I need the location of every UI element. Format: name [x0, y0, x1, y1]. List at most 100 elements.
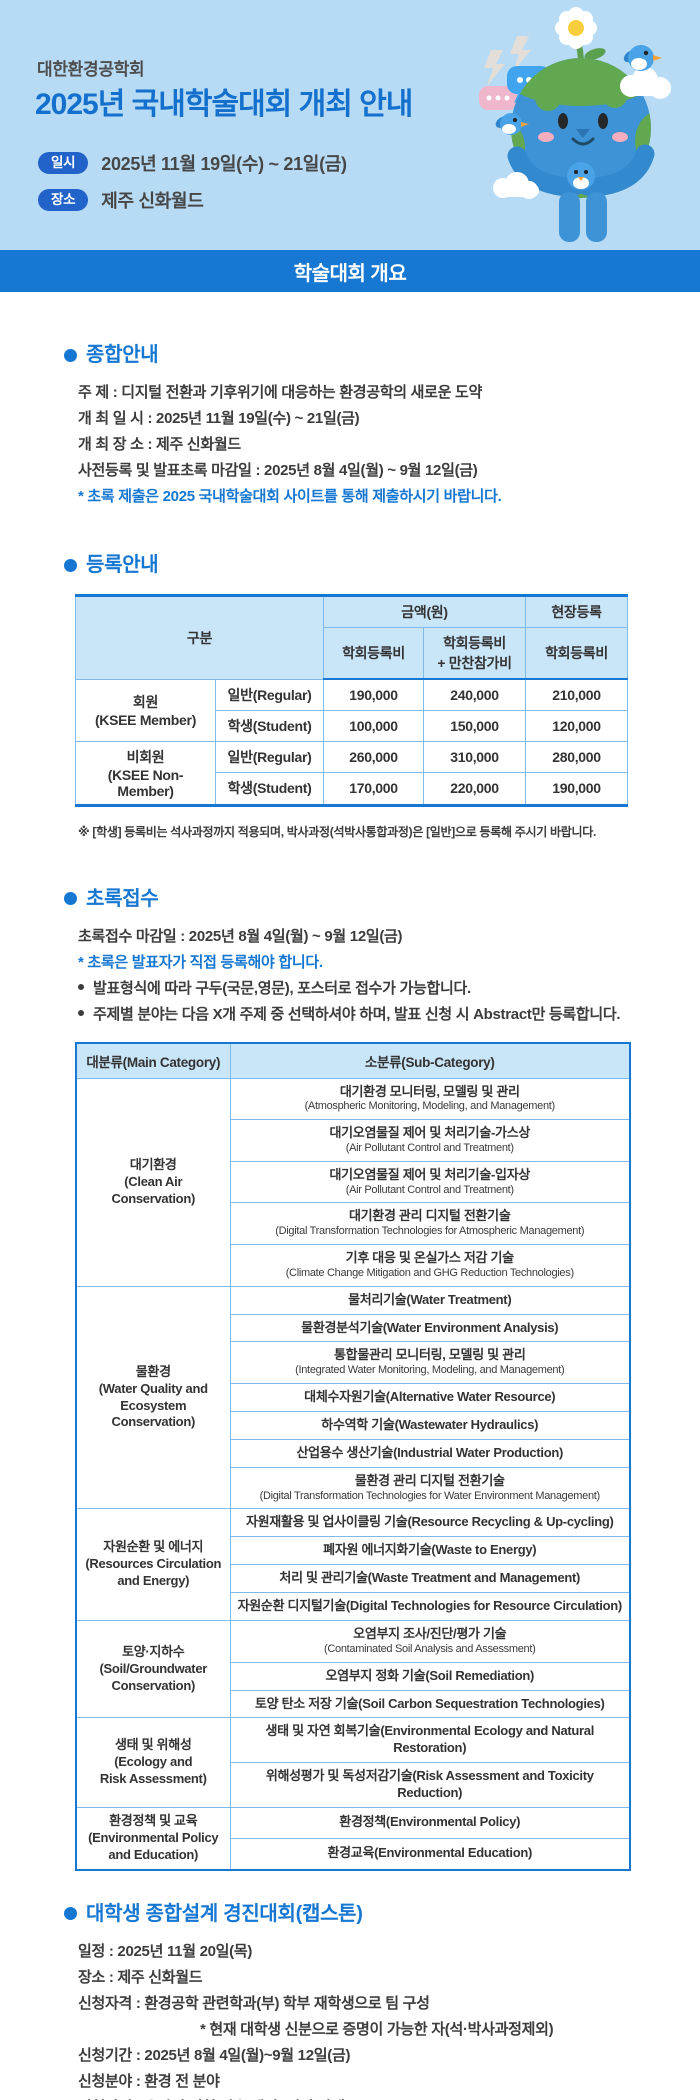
fee-dinner-cell: 240,000 — [423, 678, 527, 711]
sub-category-ko: 오염부지 조사/진단/평가 기술 — [353, 1626, 507, 1641]
main-category-cell: 물환경 (Water Quality and Ecosystem Conserv… — [75, 1285, 231, 1510]
table-row: 위해성평가 및 독성저감기술(Risk Assessment and Toxic… — [76, 1762, 631, 1808]
baby-bird-icon — [567, 162, 595, 190]
main-category-cell: 대기환경 (Clean Air Conservation) — [75, 1077, 231, 1287]
table-subheader-row: 학회등록비 학회등록비 + 만찬참가비 학회등록비 — [76, 627, 629, 680]
abstract-lines: 초록접수 마감일 : 2025년 8월 4일(월) ~ 9월 12일(금) * … — [78, 924, 700, 1028]
sub-category-ko: 물환경 관리 디지털 전환기술 — [354, 1472, 505, 1488]
overview-lines: 주 제 : 디지털 전환과 기후위기에 대응하는 환경공학의 새로운 도약 개 … — [78, 380, 700, 510]
table-row: 환경정책 및 교육 (Environmental Policy and Educ… — [75, 1806, 631, 1871]
capstone-heading-label: 대학생 종합설계 경진대회(캡스톤) — [86, 1902, 363, 1925]
sub-category-ko: 자원순환 디지털기술(Digital Technologies for Reso… — [237, 1598, 623, 1614]
section-abstract: 초록접수 초록접수 마감일 : 2025년 8월 4일(월) ~ 9월 12일(… — [0, 886, 700, 1871]
section-bullet-icon — [64, 348, 77, 362]
fee-dinner-cell: 150,000 — [423, 709, 527, 742]
registration-heading-label: 등록안내 — [86, 554, 159, 576]
category-header-row: 대분류(Main Category) 소분류(Sub-Category) — [75, 1042, 631, 1079]
sub-category-ko: 물처리기술(Water Treatment) — [348, 1291, 512, 1307]
member-cell: 회원 (KSEE Member) — [75, 678, 216, 742]
section-bullet-icon — [64, 892, 77, 905]
col-header-group: 구분 — [74, 595, 325, 680]
sub-category-ko: 자원재활용 및 업사이클링 기술(Resource Recycling & Up… — [245, 1514, 614, 1530]
sub-category-ko: 환경교육(Environmental Education) — [327, 1845, 533, 1861]
date-value: 2025년 11월 19일(수) ~ 21일(금) — [101, 154, 347, 174]
bird-icon-top — [623, 45, 662, 71]
main-category-cell: 토양·지하수 (Soil/Groundwater Conservation) — [75, 1619, 231, 1719]
table-row: 학생(Student) 100,000 150,000 120,000 — [76, 709, 629, 742]
venue-value: 제주 신화월드 — [101, 191, 204, 211]
col-subheader-fee: 학회등록비 — [323, 627, 425, 680]
capstone-eligibility-line: 신청자격 : 환경공학 관련학과(부) 학부 재학생으로 팀 구성 — [78, 1994, 430, 2012]
abstract-bullet-2-text: 주제별 분야는 다음 X개 주제 중 선택하셔야 하며, 발표 신청 시 Abs… — [93, 1005, 621, 1023]
overview-heading: 종합안내 — [64, 342, 700, 368]
flower-icon — [555, 7, 606, 67]
sub-category-ko: 대기오염물질 제어 및 처리기술-입자상 — [329, 1166, 531, 1182]
type-cell: 학생(Student) — [214, 709, 325, 742]
onsite-cell: 120,000 — [525, 709, 629, 742]
onsite-cell: 190,000 — [525, 771, 629, 806]
mascot-legs — [559, 192, 607, 242]
sub-category-ko: 대기환경 모니터링, 모델링 및 관리 — [339, 1083, 520, 1099]
sub-category-ko: 통합물관리 모니터링, 모델링 및 관리 — [334, 1347, 526, 1363]
sub-category-ko: 폐자원 에너지화기술(Waste to Energy) — [323, 1542, 537, 1558]
category-table: 대분류(Main Category) 소분류(Sub-Category) 대기환… — [75, 1041, 631, 1871]
overview-topic-line: 주 제 : 디지털 전환과 기후위기에 대응하는 환경공학의 새로운 도약 — [78, 384, 483, 401]
abstract-heading: 초록접수 — [64, 886, 700, 912]
lightning-icon — [484, 36, 531, 86]
registration-footnote: ※ [학생] 등록비는 석사과정까지 적용되며, 박사과정(석박사통합과정)은 … — [78, 824, 597, 839]
sub-category-ko: 대기환경 관리 디지털 전환기술 — [348, 1208, 511, 1224]
table-row: 학생(Student) 170,000 220,000 190,000 — [76, 771, 629, 806]
page-title: 2025년 국내학술대회 개최 안내 — [35, 88, 413, 121]
capstone-schedule-line: 일정 : 2025년 11월 20일(목) — [78, 1942, 253, 1960]
table-row: 산업용수 생산기술(Industrial Water Production) — [76, 1438, 631, 1468]
abstract-heading-label: 초록접수 — [86, 887, 159, 910]
date-row: 일시 2025년 11월 19일(수) ~ 21일(금) — [38, 150, 347, 176]
capstone-method-line: 신청방법 : 온라인 신청 접수 예정 * 추후안내 — [78, 2095, 700, 2100]
section-banner: 학술대회 개요 — [0, 250, 700, 292]
capstone-field-line: 신청분야 : 환경 전 분야 — [78, 2072, 220, 2090]
sub-category-header: 소분류(Sub-Category) — [229, 1042, 631, 1079]
table-row: 기후 대응 및 온실가스 저감 기술 (Climate Change Mitiga… — [76, 1244, 631, 1287]
onsite-cell: 280,000 — [525, 740, 629, 773]
table-row: 대체수자원기술(Alternative Water Resource) — [76, 1383, 631, 1413]
registration-fee-table: 구분 금액(원) 현장등록 학회등록비 학회등록비 + 만찬참가비 학회등록비 … — [74, 594, 629, 807]
table-row: 환경교육(Environmental Education) — [76, 1837, 631, 1871]
sub-category-en: (Atmospheric Monitoring, Modeling, and M… — [304, 1100, 556, 1113]
sub-category-en: (Air Pollutant Control and Treatment) — [345, 1142, 514, 1155]
bullet-icon — [78, 1009, 84, 1016]
event-info-badges: 일시 2025년 11월 19일(수) ~ 21일(금) 장소 제주 신화월드 — [38, 150, 347, 224]
table-row: 회원 (KSEE Member) 일반(Regular) 190,000 240… — [75, 678, 629, 742]
sub-category-en: (Integrated Water Monitoring, Modeling, … — [295, 1364, 565, 1377]
venue-row: 장소 제주 신화월드 — [38, 187, 347, 213]
fee-dinner-cell: 220,000 — [423, 771, 527, 806]
overview-note: * 초록 제출은 2025 국내학술대회 사이트를 통해 제출하시기 바랍니다. — [78, 488, 502, 505]
cloud-icon-right — [620, 67, 671, 99]
sub-category-ko: 대기오염물질 제어 및 처리기술-가스상 — [329, 1125, 531, 1141]
table-row: 대기환경 관리 디지털 전환기술 (Digital Transformation … — [76, 1202, 631, 1246]
table-row: 자원순환 디지털기술(Digital Technologies for Reso… — [76, 1592, 631, 1621]
sub-category-ko: 위해성평가 및 독성저감기술(Risk Assessment and Toxic… — [265, 1768, 594, 1801]
onsite-cell: 210,000 — [525, 678, 629, 711]
col-header-amount: 금액(원) — [323, 595, 527, 628]
bird-icon-left — [495, 113, 529, 135]
sub-category-ko: 처리 및 관리기술(Waste Treatment and Management… — [279, 1570, 581, 1586]
table-row: 물환경 (Water Quality and Ecosystem Conserv… — [75, 1285, 631, 1510]
fee-cell: 170,000 — [323, 771, 425, 806]
col-subheader-fee-dinner: 학회등록비 + 만찬참가비 — [423, 627, 527, 680]
earth-mascot-icon — [479, 7, 671, 242]
sub-category-ko: 산업용수 생산기술(Industrial Water Production) — [296, 1444, 564, 1460]
type-cell: 학생(Student) — [214, 771, 325, 806]
type-cell: 일반(Regular) — [214, 678, 325, 711]
venue-badge: 장소 — [38, 188, 89, 212]
section-bullet-icon — [64, 558, 77, 572]
fee-dinner-cell: 310,000 — [423, 740, 527, 773]
col-subheader-onsite: 학회등록비 — [525, 627, 629, 680]
table-row: 대기오염물질 제어 및 처리기술-가스상 (Air Pollutant Contr… — [76, 1119, 631, 1162]
overview-venue-line: 개 최 장 소 : 제주 신화월드 — [78, 436, 241, 453]
table-row: 처리 및 관리기술(Waste Treatment and Management… — [76, 1564, 631, 1594]
cloud-icon-left — [493, 172, 539, 199]
sub-category-ko: 생태 및 자연 회복기술(Environmental Ecology and N… — [265, 1723, 595, 1756]
main-category-cell: 환경정책 및 교육 (Environmental Policy and Educ… — [75, 1806, 231, 1871]
earth-mascot-illustration — [463, 6, 688, 246]
main-category-cell: 생태 및 위해성 (Ecology and Risk Assessment) — [75, 1717, 231, 1808]
